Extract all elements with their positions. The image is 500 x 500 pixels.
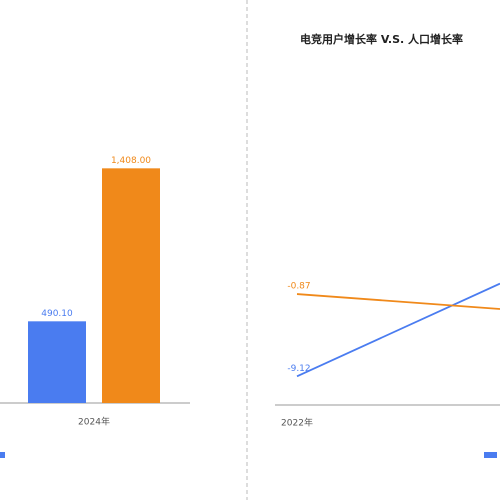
data-label: -0.87 [287, 282, 310, 292]
legend-swatch [0, 452, 5, 458]
data-label: -9.12 [287, 364, 310, 374]
x-tick-label: 2022年 [281, 417, 313, 429]
line [296, 293, 500, 310]
x-tick-label: 2024年 [78, 416, 110, 428]
line [296, 282, 500, 378]
bar [102, 168, 160, 403]
chart-title: 电竞用户增长率 V.S. 人口增长率 [300, 32, 463, 46]
bar [28, 321, 86, 403]
data-label: 490.10 [41, 309, 73, 319]
data-label: 1,408.00 [111, 156, 151, 166]
legend-swatch [484, 452, 497, 458]
